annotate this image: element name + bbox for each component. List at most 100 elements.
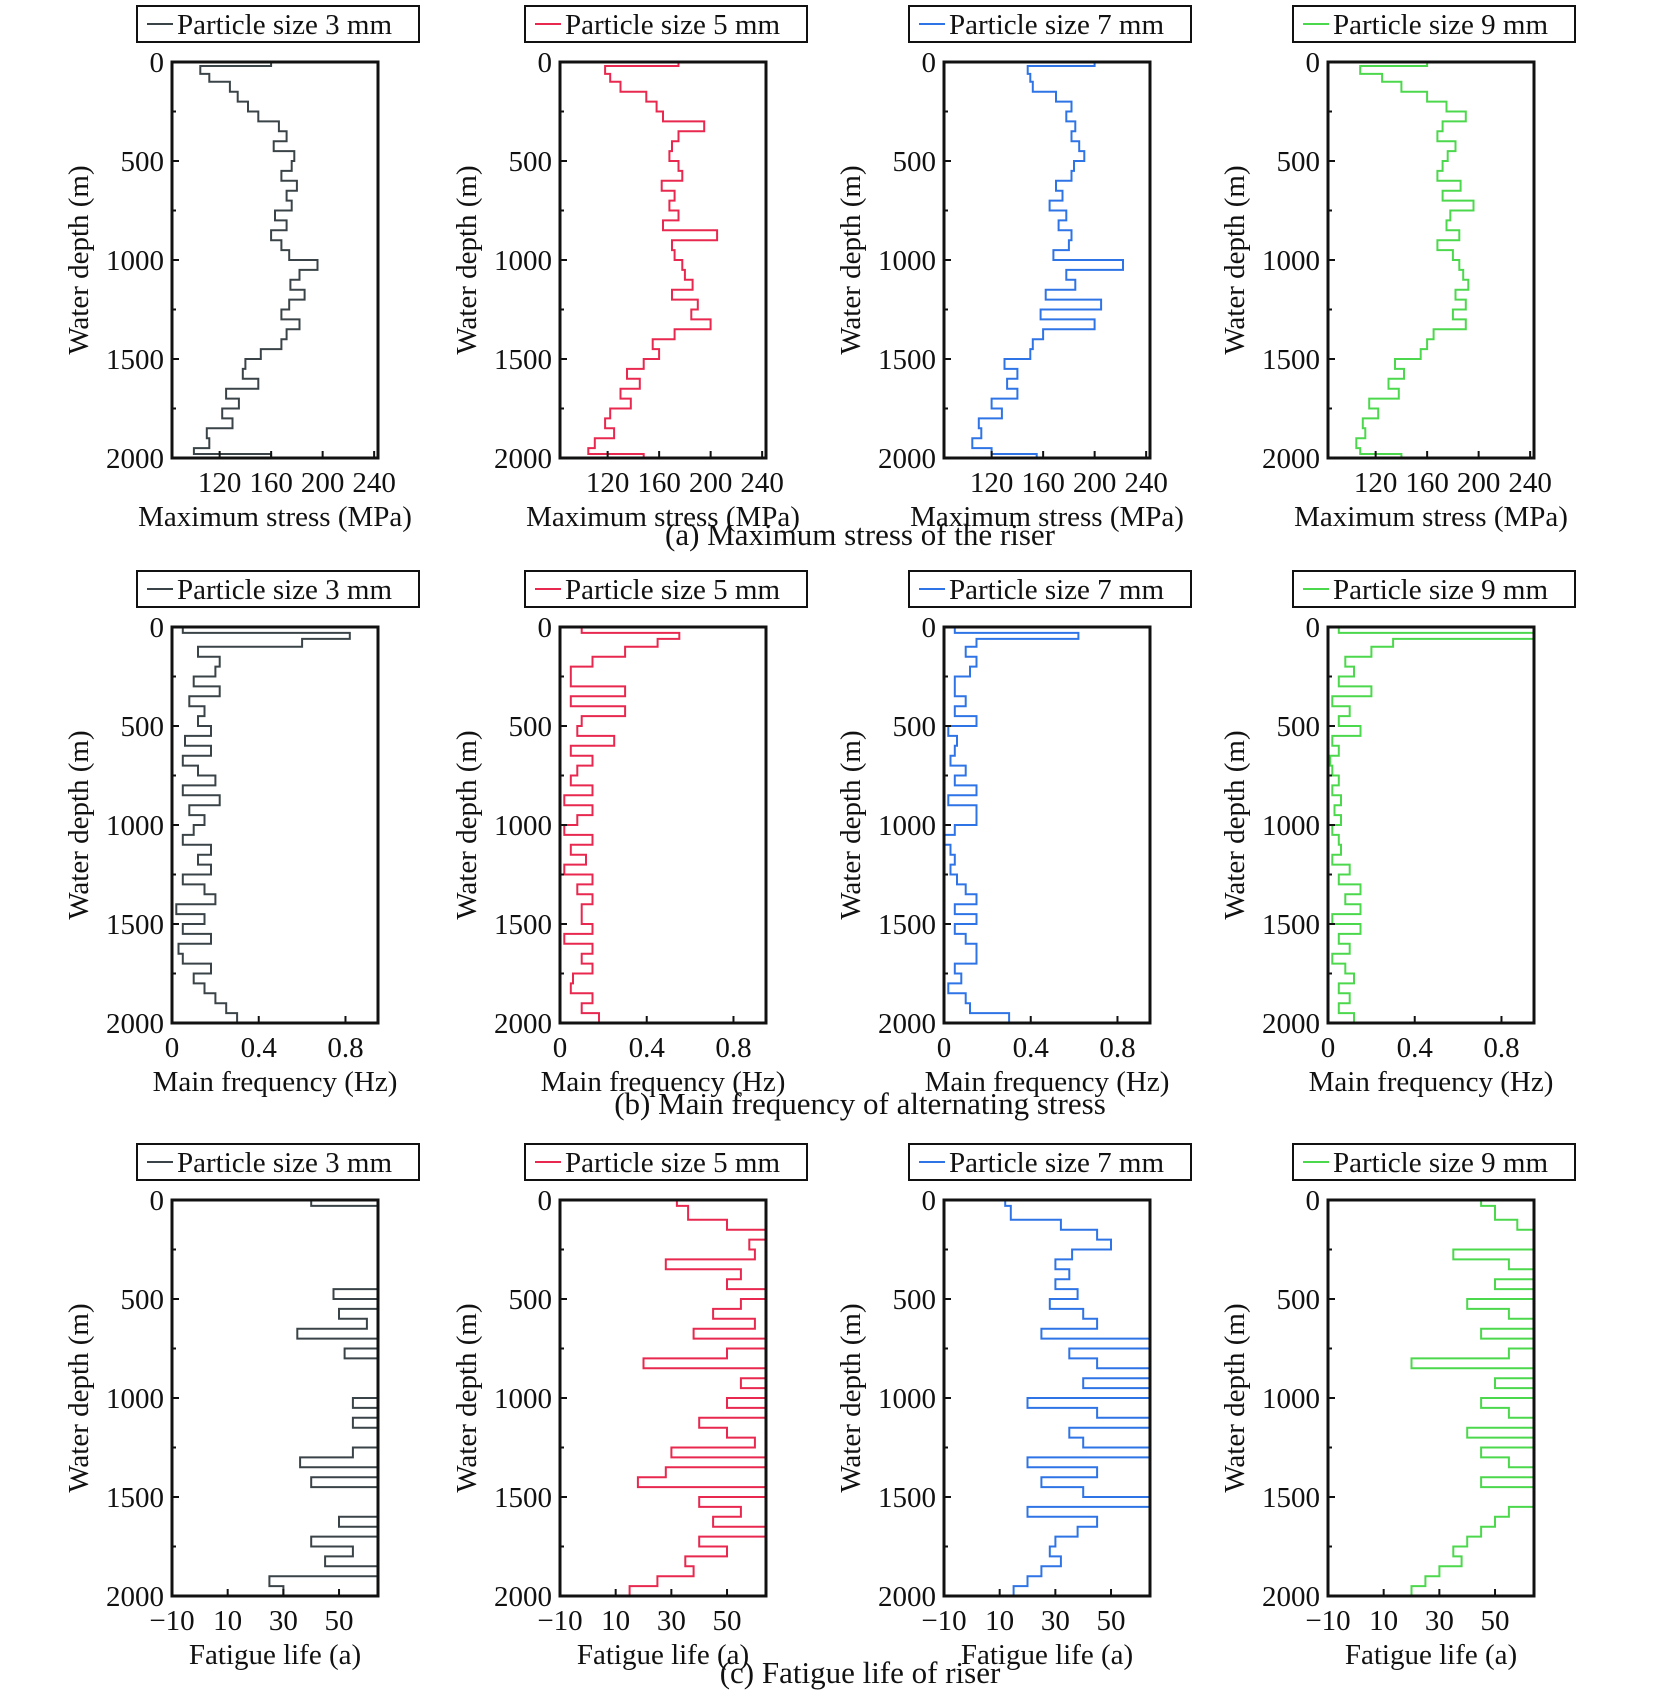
- y-tick-label: 0: [150, 1185, 165, 1217]
- y-axis-label: Water depth (m): [63, 730, 95, 919]
- legend-box: [136, 1143, 420, 1181]
- legend-box: [136, 570, 420, 608]
- legend: Particle size 5 mm: [524, 5, 808, 43]
- y-tick-label: 500: [1277, 146, 1321, 178]
- x-tick-label: 200: [689, 467, 733, 499]
- y-tick-label: 0: [1306, 612, 1321, 644]
- legend-label: Particle size 3 mm: [177, 1147, 392, 1179]
- y-axis-label: Water depth (m): [451, 730, 483, 919]
- x-tick-label: 0: [165, 1032, 180, 1064]
- y-axis-label: Water depth (m): [451, 165, 483, 354]
- legend: Particle size 9 mm: [1292, 5, 1576, 43]
- legend-label: Particle size 7 mm: [949, 9, 1164, 41]
- legend-box: [908, 5, 1192, 43]
- y-tick-label: 500: [509, 1284, 553, 1316]
- legend-box: [524, 570, 808, 608]
- x-tick-label: 10: [601, 1605, 630, 1637]
- series-line-particle-size-3-mm: [241, 1200, 379, 1597]
- y-tick-label: 2000: [1262, 443, 1320, 475]
- y-axis-label: Water depth (m): [1219, 730, 1251, 919]
- x-tick-label: 240: [1124, 467, 1168, 499]
- y-tick-label: 2000: [494, 1008, 552, 1040]
- legend: Particle size 5 mm: [524, 570, 808, 608]
- y-tick-label: 1000: [494, 810, 552, 842]
- series-line-particle-size-3-mm: [175, 627, 351, 1024]
- x-axis-label: Fatigue life (a): [1345, 1639, 1517, 1671]
- y-tick-label: 0: [922, 612, 937, 644]
- y-tick-label: 2000: [878, 1581, 936, 1613]
- x-tick-label: 0: [1321, 1032, 1336, 1064]
- legend-box: [908, 1143, 1192, 1181]
- x-tick-label: 0.8: [327, 1032, 363, 1064]
- legend-box: [136, 5, 420, 43]
- y-tick-label: 1500: [878, 1482, 936, 1514]
- x-tick-label: 160: [637, 467, 681, 499]
- x-tick-label: 50: [1097, 1605, 1126, 1637]
- y-tick-label: 1500: [1262, 909, 1320, 941]
- x-tick-label: 30: [1041, 1605, 1070, 1637]
- x-tick-label: 50: [1481, 1605, 1510, 1637]
- y-axis-label: Water depth (m): [63, 1303, 95, 1492]
- y-tick-label: 0: [1306, 47, 1321, 79]
- y-tick-label: 1000: [1262, 245, 1320, 277]
- y-axis-label: Water depth (m): [1219, 1303, 1251, 1492]
- y-tick-label: 2000: [878, 1008, 936, 1040]
- x-tick-label: 30: [269, 1605, 298, 1637]
- x-tick-label: 160: [1405, 467, 1449, 499]
- y-axis-label: Water depth (m): [835, 165, 867, 354]
- y-tick-label: 1500: [1262, 1482, 1320, 1514]
- x-axis-label: Main frequency (Hz): [925, 1066, 1170, 1098]
- legend: Particle size 7 mm: [908, 5, 1192, 43]
- y-tick-label: 1000: [494, 1383, 552, 1415]
- y-tick-label: 500: [121, 1284, 165, 1316]
- legend: Particle size 9 mm: [1292, 570, 1576, 608]
- x-tick-label: 0.8: [1099, 1032, 1135, 1064]
- legend-label: Particle size 9 mm: [1333, 1147, 1548, 1179]
- y-tick-label: 1500: [494, 1482, 552, 1514]
- legend-label: Particle size 9 mm: [1333, 9, 1548, 41]
- y-axis-label: Water depth (m): [451, 1303, 483, 1492]
- panel-c-1: Particle size 3 mm 0 500 1000 1500 2000−10 10 3…: [63, 1143, 420, 1671]
- x-axis-label: Main frequency (Hz): [541, 1066, 786, 1098]
- x-tick-label: 10: [985, 1605, 1014, 1637]
- legend-label: Particle size 7 mm: [949, 574, 1164, 606]
- x-tick-label: 160: [249, 467, 293, 499]
- y-tick-label: 1000: [106, 245, 164, 277]
- y-tick-label: 1000: [1262, 1383, 1320, 1415]
- y-tick-label: 2000: [106, 1008, 164, 1040]
- y-tick-label: 500: [893, 711, 937, 743]
- x-tick-label: 0: [553, 1032, 568, 1064]
- panel-a-4: Particle size 9 mm 0 500 1000 1500 2000 120 160…: [1219, 5, 1576, 533]
- y-tick-label: 1000: [878, 245, 936, 277]
- y-tick-label: 1500: [878, 909, 936, 941]
- row-caption-c: (c) Fatigue life of riser: [720, 1655, 1001, 1690]
- legend-box: [1292, 570, 1576, 608]
- plot-frame: [1326, 60, 1536, 460]
- legend-box: [908, 570, 1192, 608]
- series-line-particle-size-5-mm: [615, 1200, 767, 1597]
- legend: Particle size 3 mm: [136, 5, 420, 43]
- panel-a-1: Particle size 3 mm 0 500 1000 1500 2000 120 160…: [63, 5, 420, 533]
- series-line-particle-size-7-mm: [994, 1200, 1151, 1597]
- y-tick-label: 1500: [106, 1482, 164, 1514]
- legend-label: Particle size 3 mm: [177, 9, 392, 41]
- y-tick-label: 500: [893, 146, 937, 178]
- x-axis-label: Maximum stress (MPa): [526, 501, 800, 533]
- series-line-particle-size-5-mm: [563, 627, 681, 1024]
- y-tick-label: 1000: [878, 1383, 936, 1415]
- x-axis-label: Maximum stress (MPa): [1294, 501, 1568, 533]
- y-tick-label: 500: [509, 711, 553, 743]
- x-tick-label: 0.4: [241, 1032, 278, 1064]
- legend-box: [524, 1143, 808, 1181]
- x-axis-label: Main frequency (Hz): [1309, 1066, 1554, 1098]
- x-tick-label: 240: [740, 467, 784, 499]
- x-tick-label: 10: [213, 1605, 242, 1637]
- y-tick-label: 500: [509, 146, 553, 178]
- legend-label: Particle size 5 mm: [565, 574, 780, 606]
- panel-a-3: Particle size 7 mm 0 500 1000 1500 2000 120 160…: [835, 5, 1192, 533]
- y-tick-label: 1500: [494, 344, 552, 376]
- series-line-particle-size-9-mm: [1329, 627, 1535, 1024]
